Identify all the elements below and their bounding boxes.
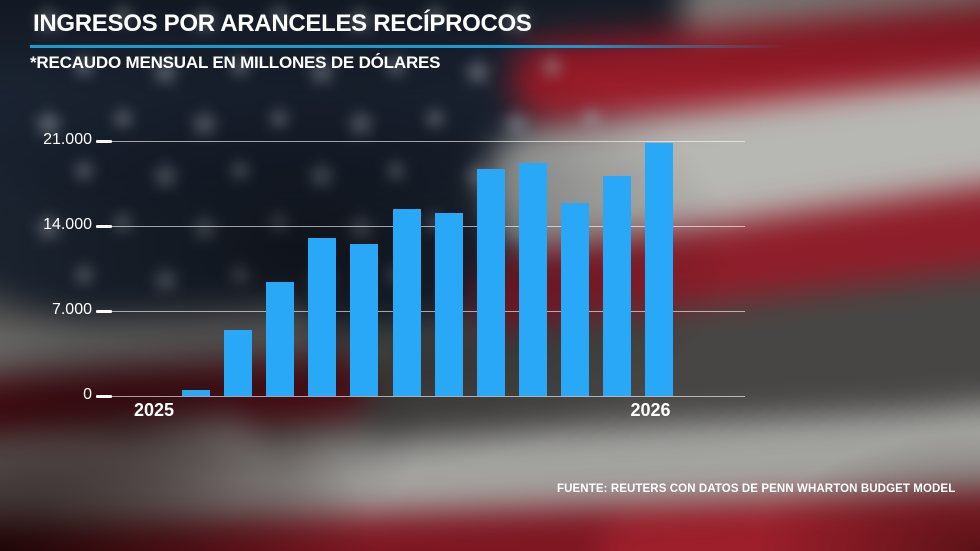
gridline <box>100 395 745 397</box>
bar <box>518 162 547 396</box>
x-tick-label: 2025 <box>133 400 175 420</box>
bar <box>182 389 210 396</box>
bar <box>224 330 253 396</box>
bar <box>603 176 631 396</box>
page-title: INGRESOS POR ARANCELES RECÍPROCOS <box>33 10 532 37</box>
title-accent-underline <box>30 45 790 48</box>
x-tick-label: 2026 <box>630 400 671 420</box>
y-tick-label: 21.000 <box>43 131 92 148</box>
gridline <box>100 140 745 142</box>
bar <box>476 168 505 396</box>
bar <box>434 212 463 396</box>
bar <box>350 244 379 396</box>
bar <box>645 143 674 396</box>
y-tick-label: 0 <box>83 386 92 403</box>
bar <box>560 202 589 396</box>
y-axis-tick <box>96 309 112 313</box>
bar <box>308 238 337 396</box>
bar <box>392 209 421 396</box>
source-attribution: FUENTE: REUTERS CON DATOS DE PENN WHARTO… <box>557 483 956 495</box>
y-axis-tick <box>96 139 112 143</box>
page-subtitle: *RECAUDO MENSUAL EN MILLONES DE DÓLARES <box>30 53 441 72</box>
y-tick-label: 7.000 <box>51 301 92 318</box>
y-axis-tick <box>96 224 112 228</box>
bar <box>266 281 295 396</box>
gridline <box>100 310 745 312</box>
gridline <box>100 225 745 227</box>
y-axis-tick <box>96 394 112 398</box>
y-tick-label: 14.000 <box>43 216 92 233</box>
